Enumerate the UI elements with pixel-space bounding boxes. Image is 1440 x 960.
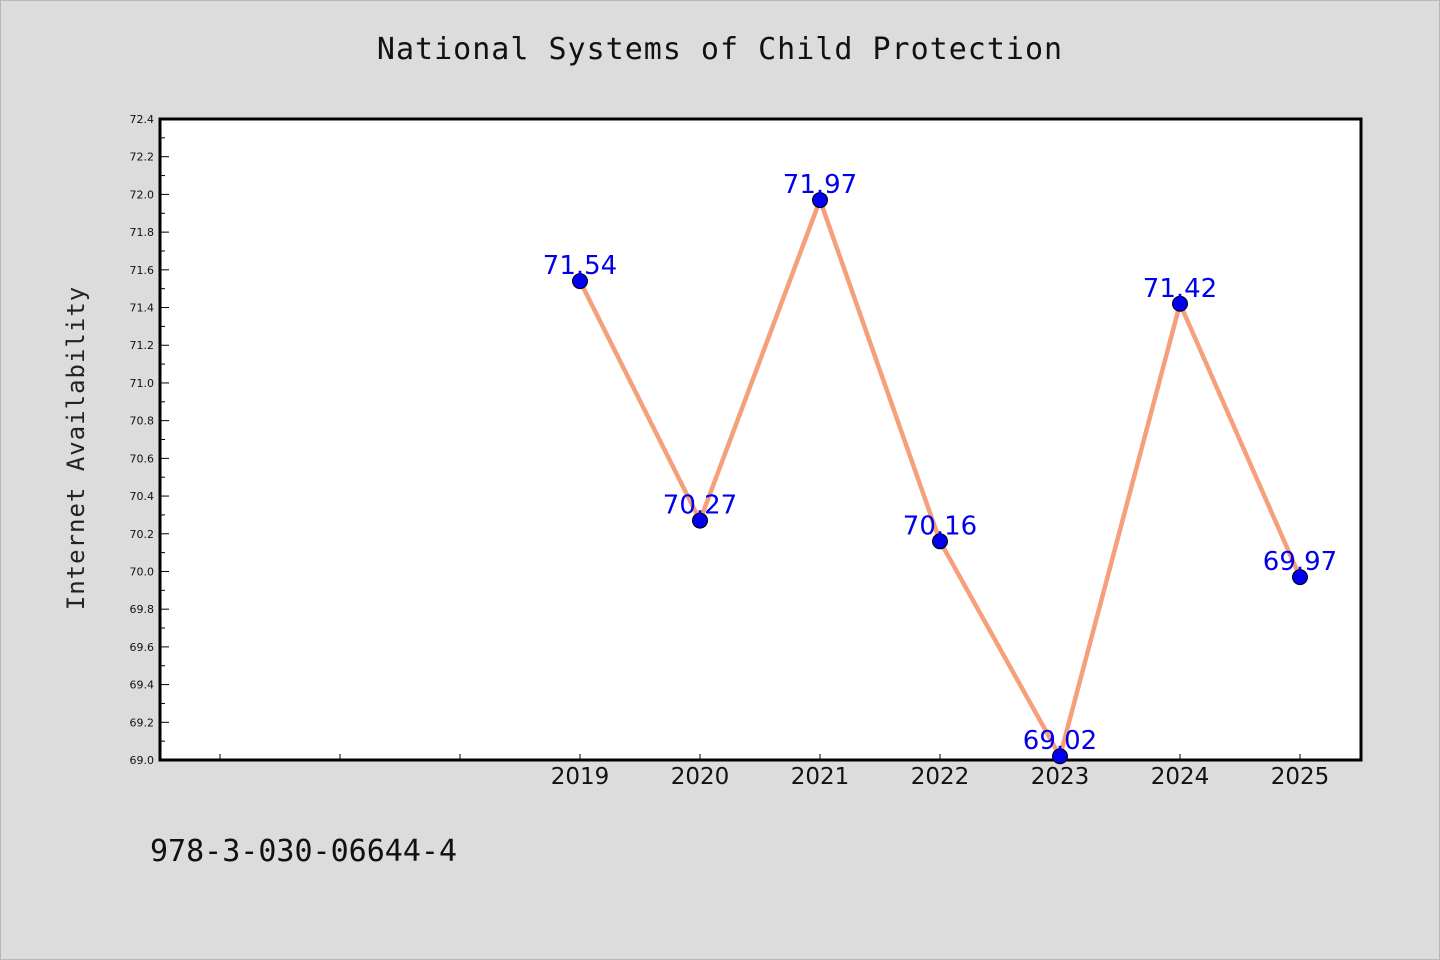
y-tick-label: 71.8 [130, 226, 155, 239]
y-axis-label: Internet Availability [62, 285, 90, 611]
y-tick-label: 69.2 [130, 716, 155, 729]
y-tick-label: 70.2 [130, 528, 155, 541]
y-tick-label: 71.0 [130, 377, 155, 390]
data-point [1292, 569, 1308, 586]
data-point [932, 533, 948, 550]
y-tick-label: 70.6 [130, 452, 155, 465]
y-tick-label: 69.8 [130, 603, 155, 616]
chart-title: National Systems of Child Protection [376, 32, 1064, 67]
data-label: 71.97 [783, 170, 857, 200]
y-tick-label: 71.6 [130, 264, 155, 277]
y-tick-label: 71.2 [130, 339, 155, 352]
y-tick-label: 70.4 [130, 490, 155, 503]
data-label: 69.97 [1263, 547, 1337, 577]
y-tick-label: 70.0 [130, 565, 155, 578]
data-label: 70.16 [903, 511, 977, 541]
y-tick-label: 69.0 [130, 754, 155, 767]
data-point [1172, 295, 1188, 312]
y-tick-label: 70.8 [130, 415, 155, 428]
y-tick-label: 72.2 [130, 151, 155, 164]
x-tick-label: 2024 [1151, 764, 1210, 790]
data-label: 70.27 [663, 491, 737, 521]
y-tick-label: 72.4 [130, 113, 155, 126]
y-tick-label: 69.6 [130, 641, 155, 654]
x-tick-label: 2019 [551, 764, 610, 790]
footer-identifier: 978-3-030-06644-4 [150, 834, 458, 869]
x-tick-label: 2023 [1031, 764, 1090, 790]
x-tick-label: 2021 [791, 764, 850, 790]
y-tick-label: 72.0 [130, 188, 155, 201]
data-point [812, 192, 828, 209]
data-point [692, 512, 708, 529]
data-point [572, 273, 588, 290]
data-label: 69.02 [1023, 726, 1097, 756]
plot-area [158, 117, 1363, 762]
y-tick-label: 71.4 [130, 302, 155, 315]
x-tick-label: 2025 [1271, 764, 1330, 790]
x-tick-label: 2022 [911, 764, 970, 790]
data-label: 71.42 [1143, 274, 1217, 304]
y-tick-label: 69.4 [130, 679, 155, 692]
data-point [1052, 748, 1068, 765]
x-tick-label: 2020 [671, 764, 730, 790]
data-label: 71.54 [543, 251, 617, 281]
